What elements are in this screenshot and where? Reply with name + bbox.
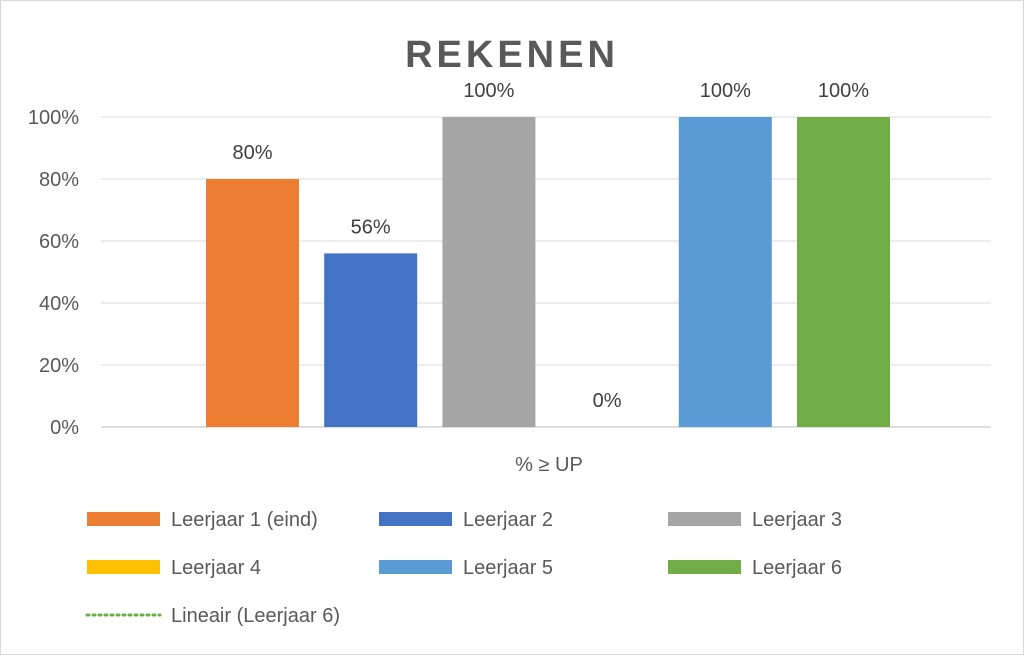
legend-swatch xyxy=(87,512,160,526)
data-label: 100% xyxy=(700,80,751,102)
data-label: 80% xyxy=(232,142,272,164)
legend-entry: Leerjaar 3 xyxy=(752,509,842,531)
legend-entry: Leerjaar 6 xyxy=(752,557,842,579)
data-label: 0% xyxy=(593,390,622,412)
y-axis: 0% 20% 40% 60% 80% 100% xyxy=(28,107,79,439)
x-category-label: % ≥ UP xyxy=(515,454,583,476)
legend-swatch xyxy=(379,512,452,526)
legend-entry: Leerjaar 1 (eind) xyxy=(171,509,318,531)
y-tick-label: 40% xyxy=(39,293,79,315)
data-label: 56% xyxy=(351,216,391,238)
y-tick-label: 20% xyxy=(39,355,79,377)
legend-entry: Leerjaar 2 xyxy=(463,509,553,531)
legend-entry: Leerjaar 4 xyxy=(171,557,261,579)
legend-entry-trendline: Lineair (Leerjaar 6) xyxy=(171,605,340,627)
legend-entry: Leerjaar 5 xyxy=(463,557,553,579)
y-tick-label: 100% xyxy=(28,107,79,129)
bar-3 xyxy=(442,117,536,427)
data-label: 100% xyxy=(463,80,514,102)
y-tick-label: 60% xyxy=(39,231,79,253)
legend: Leerjaar 1 (eind) Leerjaar 2 Leerjaar 3 Lee… xyxy=(85,509,842,627)
y-tick-label: 80% xyxy=(39,169,79,191)
legend-swatch xyxy=(379,560,452,574)
bars xyxy=(206,117,890,427)
data-labels: 80% 56% 100% 0% 100% 100% xyxy=(232,80,869,412)
legend-swatch xyxy=(87,560,160,574)
bar-2 xyxy=(324,253,418,427)
y-tick-label: 0% xyxy=(50,417,79,439)
chart-title: REKENEN xyxy=(405,34,619,76)
legend-swatch xyxy=(668,560,741,574)
data-label: 100% xyxy=(818,80,869,102)
bar-5 xyxy=(678,117,772,427)
bar-1 xyxy=(206,179,299,427)
legend-swatch xyxy=(668,512,741,526)
bar-6 xyxy=(797,117,890,427)
